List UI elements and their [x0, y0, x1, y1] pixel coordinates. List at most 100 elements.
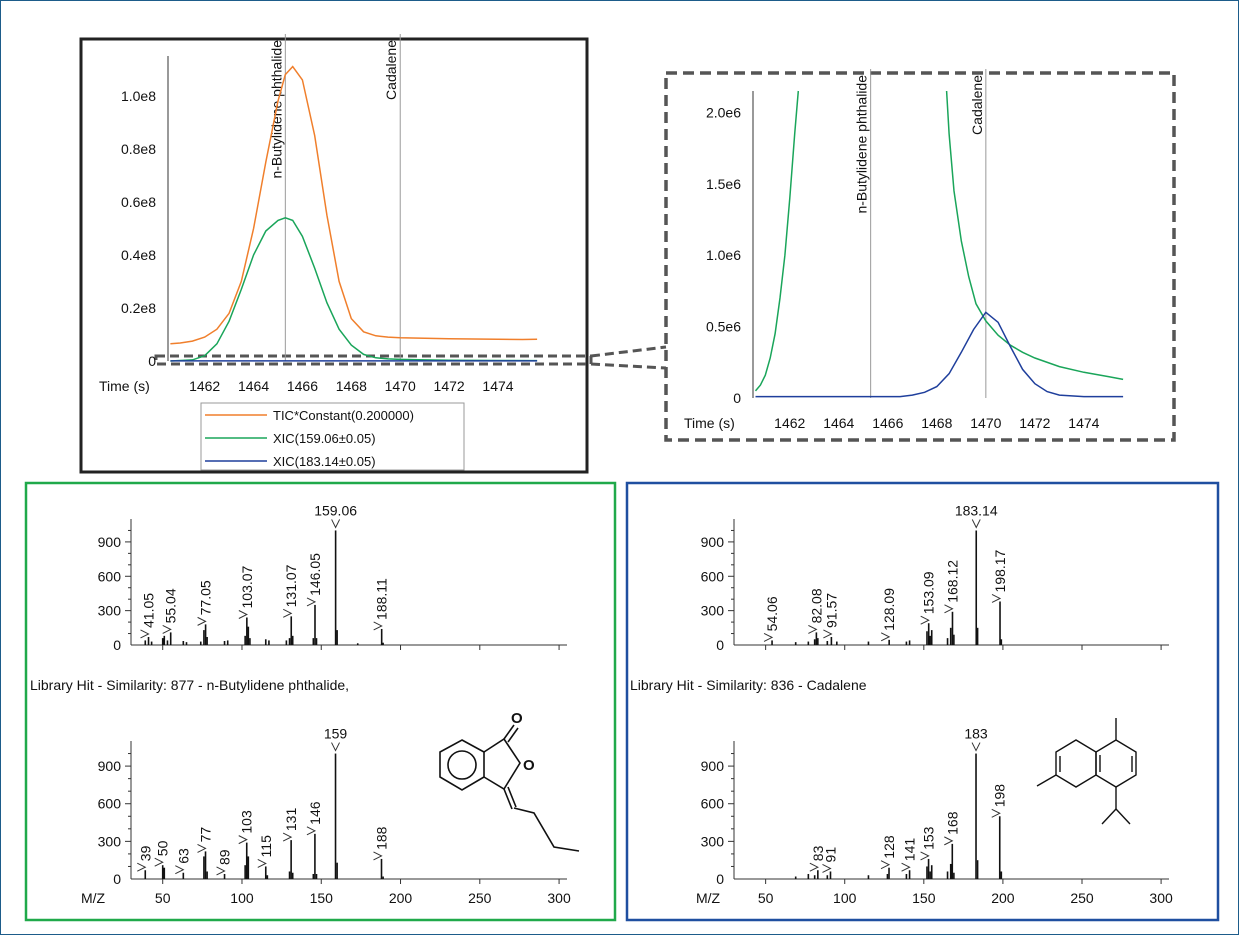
- peak-label-caret-0: [140, 629, 150, 639]
- peak-label-caret-5: [306, 597, 317, 607]
- peak-label-0: 39: [137, 845, 153, 861]
- peak-label-7: 198.17: [992, 549, 1008, 592]
- y-tick-label-3: 1.5e6: [706, 176, 741, 192]
- box-green-spectra: [24, 481, 617, 922]
- marker-label-0: n-Butylidene phthalide: [854, 75, 870, 214]
- marker-label-1: Cadalene: [969, 75, 985, 135]
- series-line-xic159-1: [945, 90, 1124, 381]
- peak-label-caret-4: [920, 615, 930, 625]
- y-tick-label-4: 2.0e6: [706, 104, 741, 120]
- peak-label-1: 55.04: [163, 588, 179, 623]
- y-tick-label-0: 0: [716, 871, 724, 887]
- x-tick-label-5: 1472: [1019, 415, 1050, 431]
- peak-label-caret-0: [763, 632, 774, 642]
- peak-label-1: 82.08: [808, 588, 824, 623]
- peak-label-caret-6: [257, 859, 267, 868]
- x-tick-label-3: 200: [389, 890, 413, 906]
- peak-label-caret-4: [283, 608, 293, 618]
- peak-label-caret-6: [971, 519, 981, 529]
- y-tick-label-4: 0.8e8: [121, 141, 156, 157]
- peak-label-caret-1: [808, 624, 818, 634]
- peak-label-caret-5: [944, 604, 954, 614]
- peak-label-caret-2: [823, 629, 833, 639]
- x-tick-label-4: 1470: [385, 378, 416, 394]
- peak-label-caret-5: [944, 836, 954, 846]
- peak-label-3: 103.07: [239, 565, 255, 608]
- x-tick-label-2: 150: [912, 890, 936, 906]
- atom-o-carbonyl: O: [511, 710, 523, 727]
- zoom-connector-bottom: [590, 362, 667, 370]
- marker-label-1: Cadalene: [383, 40, 399, 100]
- peak-label-caret-3: [880, 632, 891, 642]
- chart-blue-measured-spectrum: 0 300 600 900 54.06 82.08 91.57 128.09 153.09 168…: [701, 502, 1169, 653]
- x-tick-label-6: 1474: [1068, 415, 1099, 431]
- peak-label-caret-0: [809, 862, 819, 872]
- peak-label-caret-1: [162, 624, 172, 634]
- y-tick-label-0: 0: [113, 871, 121, 887]
- peak-label-caret-5: [238, 835, 248, 845]
- peak-label-caret-2: [197, 616, 207, 626]
- y-tick-label-1: 300: [98, 603, 122, 619]
- peak-label-caret-7: [282, 832, 293, 842]
- x-tick-label-1: 1464: [238, 378, 269, 394]
- peak-label-4: 153.09: [921, 571, 937, 614]
- x-tick-label-4: 250: [468, 890, 492, 906]
- y-tick-label-1: 0.5e6: [706, 319, 741, 335]
- zoom-selection: [154, 354, 593, 366]
- peak-label-0: 83: [810, 845, 826, 861]
- peak-label-caret-10: [373, 851, 383, 861]
- peak-label-4: 153: [921, 826, 937, 850]
- x-axis-label: M/Z: [696, 890, 721, 906]
- y-tick-label-3: 900: [701, 534, 725, 550]
- zoom-connector-top: [590, 345, 667, 358]
- peak-label-9: 159: [324, 726, 348, 742]
- peak-label-caret-1: [154, 857, 164, 867]
- peak-label-6: 183: [964, 726, 988, 742]
- x-tick-label-6: 1474: [482, 378, 513, 394]
- x-tick-label-4: 250: [1070, 890, 1094, 906]
- legend: TIC*Constant(0.200000) XIC(159.06±0.05) …: [200, 402, 465, 471]
- y-tick-label-3: 900: [98, 758, 122, 774]
- peak-label-caret-0: [137, 862, 147, 872]
- peak-label-1: 91: [822, 847, 838, 863]
- x-tick-label-3: 200: [991, 890, 1015, 906]
- peak-label-caret-7: [991, 808, 1001, 818]
- series-line-xic159-0: [754, 90, 800, 392]
- legend-label-xic183: XIC(183.14±0.05): [273, 454, 376, 469]
- peak-label-6: 183.14: [955, 502, 998, 518]
- peak-label-7: 188.11: [374, 578, 390, 620]
- y-tick-label-5: 1.0e8: [121, 88, 156, 104]
- peak-label-0: 41.05: [141, 593, 157, 628]
- peak-label-2: 91.57: [823, 593, 839, 628]
- library-caption-blue: Library Hit - Similarity: 836 - Cadalene: [630, 677, 867, 693]
- peak-label-caret-6: [331, 519, 341, 529]
- peak-label-2: 63: [175, 848, 191, 864]
- peak-label-caret-7: [991, 594, 1002, 603]
- series-line-tic-0: [170, 65, 538, 345]
- x-tick-label-1: 100: [230, 890, 254, 906]
- peak-label-caret-4: [216, 866, 226, 876]
- peak-label-caret-3: [901, 862, 911, 872]
- y-tick-label-2: 1.0e6: [706, 247, 741, 263]
- box-blue-spectra: [625, 481, 1220, 922]
- peak-label-caret-9: [331, 742, 340, 752]
- x-tick-label-2: 1466: [287, 378, 318, 394]
- y-tick-label-0: 0: [716, 637, 724, 653]
- chart-full-chromatogram: 0 0.2e8 0.4e8 0.6e8 0.8e8 1.0e8 1462 1464 1466 14…: [99, 34, 538, 394]
- box-full-chromatogram: [79, 37, 589, 474]
- molecule-cadalene: [1036, 718, 1137, 825]
- peak-label-caret-1: [822, 864, 832, 873]
- series-line-xic183-2: [755, 311, 1124, 398]
- y-tick-label-3: 900: [98, 534, 122, 550]
- peak-label-caret-2: [175, 865, 185, 875]
- peak-label-4: 131.07: [283, 564, 299, 607]
- x-tick-label-1: 1464: [823, 415, 854, 431]
- peak-label-6: 159.06: [314, 502, 357, 518]
- y-tick-label-0: 0: [148, 353, 156, 369]
- series-line-xic159-1: [170, 217, 538, 362]
- x-tick-label-0: 50: [758, 890, 774, 906]
- y-tick-label-2: 600: [701, 796, 725, 812]
